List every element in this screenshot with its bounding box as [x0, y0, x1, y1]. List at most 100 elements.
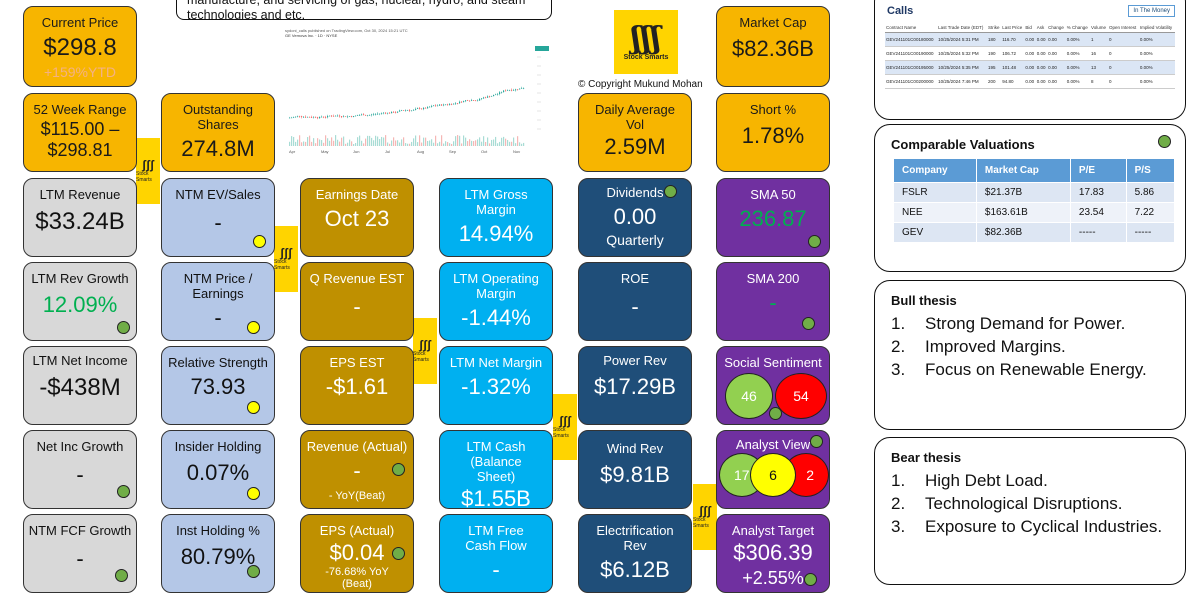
volume-bar — [443, 143, 445, 146]
volume-bar — [339, 141, 341, 146]
net-income-label: LTM Net Income — [32, 353, 128, 368]
bear-thesis-title: Bear thesis — [891, 450, 962, 465]
candle-body — [471, 100, 473, 101]
intro-text-box: manufacture, and servicing of gas, nucle… — [176, 0, 552, 20]
candle-body — [315, 116, 317, 118]
candle-body — [409, 110, 411, 111]
volume-bar — [411, 141, 413, 146]
volume-bar — [511, 141, 513, 146]
candle-body — [395, 112, 397, 114]
candle-body — [351, 116, 353, 118]
status-dot-icon — [810, 435, 823, 448]
volume-bar — [423, 137, 425, 146]
volume-bar — [347, 142, 349, 146]
candle-body — [359, 115, 361, 116]
thesis-item-number: 2. — [891, 337, 906, 356]
calls-title: Calls — [887, 5, 914, 17]
status-dot-icon — [769, 407, 782, 420]
table-header-cell: % Change — [1065, 23, 1091, 33]
candle-body — [479, 98, 481, 101]
candle-body — [455, 103, 457, 104]
thesis-item-number: 2. — [891, 494, 906, 513]
power-rev-card: Power Rev $17.29B — [578, 346, 692, 425]
candle-body — [511, 89, 513, 91]
roe-label: ROE — [620, 271, 650, 286]
copyright: © Copyright Mukund Mohan — [578, 79, 703, 90]
volume-bar — [427, 140, 429, 146]
candle-body — [421, 108, 423, 110]
logo-mark-icon: ʃʃʃ — [142, 158, 154, 172]
logo-strip-3: ʃʃʃ Stock Smarts — [413, 318, 437, 384]
thesis-item: 2. Technological Disruptions. — [891, 492, 1185, 515]
table-cell: 101.48 — [1001, 60, 1025, 75]
table-cell: ----- — [1069, 222, 1127, 243]
table-cell: 0.00 — [1047, 46, 1066, 61]
table-header-cell: Contract Name — [885, 23, 938, 33]
candle-body — [393, 111, 395, 113]
volume-bar — [303, 141, 305, 146]
rev-growth-value: 12.09% — [42, 292, 118, 317]
volume-bar — [385, 135, 387, 146]
table-cell: GEV241101C00180000 — [885, 32, 938, 47]
volume-bar — [409, 143, 411, 146]
volume-bar — [391, 140, 393, 146]
volume-bar — [343, 136, 345, 146]
volume-bar — [519, 142, 521, 146]
sma50-label: SMA 50 — [750, 187, 796, 202]
comparable-valuations-panel: Comparable Valuations Company Market Cap P… — [874, 124, 1186, 272]
candle-body — [391, 111, 393, 114]
candle-body — [401, 110, 403, 111]
candle-body — [373, 114, 375, 115]
gross-value: 14.94% — [458, 221, 534, 246]
candle-body — [415, 108, 417, 110]
volume-bar — [437, 143, 439, 146]
volume-bar — [499, 141, 501, 146]
table-row: GEV241101C00195000 10/25/2024 5:35 PM 195 1… — [885, 60, 1175, 75]
candle-body — [487, 96, 489, 98]
candle-body — [347, 116, 349, 118]
candle-body — [441, 104, 443, 106]
chart-symbol: GE Vernova Inc. · 1D · NYSE — [285, 33, 338, 38]
earn-date-value: Oct 23 — [324, 206, 390, 231]
table-cell: $163.61B — [975, 202, 1071, 223]
rev-actual-value: - — [353, 458, 361, 483]
candle-body — [431, 105, 433, 107]
table-header-cell: Company — [893, 158, 977, 183]
stock-price-chart: sydoni_calls published on TradingView.co… — [285, 28, 551, 160]
volume-bar — [523, 142, 525, 146]
volume-bar — [401, 139, 403, 146]
candle-body — [451, 104, 453, 105]
volume-bar — [491, 139, 493, 146]
inst-label: Inst Holding % — [176, 523, 260, 538]
candle-body — [419, 108, 421, 109]
volume-bar — [359, 135, 361, 146]
candle-body — [293, 117, 295, 118]
eps-est-label: EPS EST — [329, 355, 385, 370]
volume-bar — [405, 143, 407, 146]
fcf-value: - — [492, 557, 500, 582]
in-the-money-toggle[interactable]: In The Money — [1128, 5, 1175, 17]
candle-body — [467, 100, 469, 101]
ltm-revenue-value: $33.24B — [35, 208, 125, 235]
candle-body — [425, 107, 427, 109]
q-rev-label: Q Revenue EST — [309, 271, 405, 286]
ev-sales-label: NTM EV/Sales — [175, 187, 261, 202]
candle-body — [427, 107, 429, 109]
rs-label: Relative Strength — [168, 355, 268, 370]
volume-bar — [447, 142, 449, 146]
candle-body — [317, 117, 319, 119]
table-cell: 0.00% — [1138, 46, 1175, 61]
candle-body — [381, 112, 383, 114]
candle-body — [439, 104, 441, 106]
candle-body — [411, 110, 413, 112]
candle-body — [485, 97, 487, 99]
table-row: FSLR $21.37B 17.83 5.86 — [893, 182, 1176, 203]
status-dot-icon — [253, 235, 266, 248]
table-cell: FSLR — [893, 182, 977, 203]
volume-bar — [419, 135, 421, 146]
eps-est-card: EPS EST -$1.61 — [300, 346, 414, 425]
volume-bar — [477, 139, 479, 146]
range-value: $115.00 – $298.81 — [40, 119, 120, 160]
volume-bar — [503, 136, 505, 146]
candle-body — [503, 90, 505, 93]
